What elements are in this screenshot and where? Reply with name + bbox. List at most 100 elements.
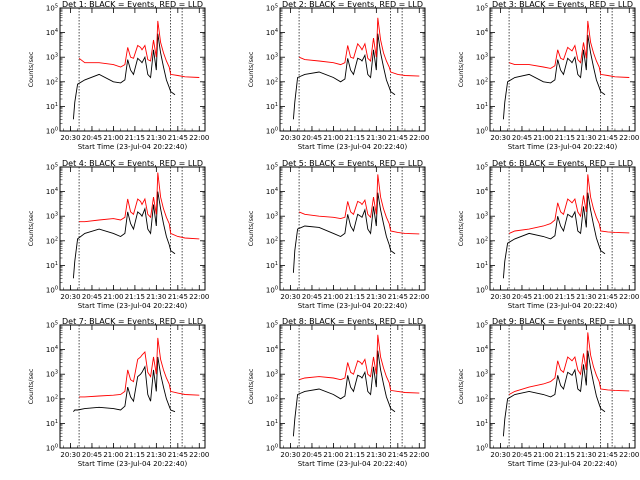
x-tick-label: 20:45 bbox=[302, 134, 322, 142]
series-line-events bbox=[292, 192, 396, 273]
plot-frame bbox=[279, 7, 426, 132]
y-axis-label: Counts/sec bbox=[247, 51, 255, 87]
series-line-lld bbox=[298, 334, 420, 394]
y-tick-label: 103 bbox=[266, 212, 278, 221]
x-tick-label: 22:00 bbox=[409, 293, 429, 301]
y-axis-label: Counts/sec bbox=[457, 51, 465, 87]
x-tick-label: 21:30 bbox=[576, 293, 596, 301]
y-tick-label: 103 bbox=[46, 370, 58, 379]
x-axis-label: Start Time (23-Jul-04 20:22:40) bbox=[78, 302, 188, 310]
y-tick-label: 105 bbox=[476, 4, 488, 13]
x-tick-label: 20:30 bbox=[60, 293, 80, 301]
x-tick-label: 20:45 bbox=[302, 293, 322, 301]
x-tick-label: 20:45 bbox=[512, 293, 532, 301]
series-line-events bbox=[502, 350, 606, 437]
y-tick-label: 104 bbox=[46, 187, 58, 196]
y-tick-label: 101 bbox=[46, 102, 58, 111]
x-tick-label: 20:30 bbox=[280, 134, 300, 142]
y-tick-label: 103 bbox=[266, 370, 278, 379]
y-tick-label: 102 bbox=[46, 394, 58, 403]
y-tick-label: 105 bbox=[266, 163, 278, 172]
y-tick-label: 102 bbox=[476, 77, 488, 86]
y-tick-label: 100 bbox=[46, 286, 58, 295]
x-tick-label: 21:00 bbox=[323, 451, 343, 459]
y-tick-label: 102 bbox=[266, 77, 278, 86]
y-tick-label: 101 bbox=[476, 419, 488, 428]
panel-title: Det 8: BLACK = Events, RED = LLD bbox=[282, 317, 423, 326]
series-line-lld bbox=[298, 174, 420, 235]
y-tick-label: 101 bbox=[266, 102, 278, 111]
x-axis-label: Start Time (23-Jul-04 20:22:40) bbox=[298, 302, 408, 310]
y-tick-label: 100 bbox=[46, 127, 58, 136]
x-tick-label: 20:45 bbox=[512, 451, 532, 459]
x-tick-label: 20:30 bbox=[60, 451, 80, 459]
x-axis-label: Start Time (23-Jul-04 20:22:40) bbox=[78, 460, 188, 468]
y-tick-label: 103 bbox=[476, 212, 488, 221]
y-tick-label: 101 bbox=[266, 261, 278, 270]
x-tick-label: 20:30 bbox=[490, 451, 510, 459]
x-tick-label: 20:45 bbox=[82, 293, 102, 301]
y-tick-label: 104 bbox=[266, 345, 278, 354]
x-tick-label: 21:30 bbox=[576, 134, 596, 142]
y-axis-label: Counts/sec bbox=[457, 210, 465, 246]
y-tick-label: 104 bbox=[46, 28, 58, 37]
x-tick-label: 22:00 bbox=[619, 451, 639, 459]
x-tick-label: 20:30 bbox=[280, 451, 300, 459]
x-tick-label: 21:15 bbox=[555, 293, 575, 301]
x-tick-label: 21:00 bbox=[323, 293, 343, 301]
panel-title: Det 2: BLACK = Events, RED = LLD bbox=[282, 0, 423, 9]
series-line-lld bbox=[79, 172, 200, 240]
y-tick-label: 105 bbox=[266, 4, 278, 13]
y-axis-label: Counts/sec bbox=[27, 210, 35, 246]
x-tick-label: 21:30 bbox=[146, 134, 166, 142]
series-line-events bbox=[72, 33, 176, 120]
x-tick-label: 21:15 bbox=[555, 451, 575, 459]
panel-title: Det 9: BLACK = Events, RED = LLD bbox=[492, 317, 633, 326]
series-line-lld bbox=[79, 337, 200, 398]
series-line-events bbox=[502, 192, 606, 279]
x-tick-label: 22:00 bbox=[189, 293, 209, 301]
y-tick-label: 102 bbox=[476, 236, 488, 245]
y-tick-label: 100 bbox=[476, 286, 488, 295]
y-tick-label: 105 bbox=[476, 163, 488, 172]
panel-title: Det 7: BLACK = Events, RED = LLD bbox=[62, 317, 203, 326]
y-tick-label: 100 bbox=[476, 127, 488, 136]
y-tick-label: 104 bbox=[266, 187, 278, 196]
y-tick-label: 101 bbox=[46, 419, 58, 428]
series-line-events bbox=[72, 191, 176, 279]
plot-frame bbox=[279, 166, 426, 291]
y-tick-label: 102 bbox=[266, 236, 278, 245]
x-tick-label: 21:15 bbox=[345, 451, 365, 459]
plot-frame bbox=[59, 166, 206, 291]
panel-title: Det 5: BLACK = Events, RED = LLD bbox=[282, 159, 423, 168]
x-tick-label: 21:45 bbox=[388, 293, 408, 301]
x-tick-label: 21:15 bbox=[125, 451, 145, 459]
x-tick-label: 21:45 bbox=[168, 134, 188, 142]
y-tick-label: 100 bbox=[266, 127, 278, 136]
y-tick-label: 103 bbox=[46, 53, 58, 62]
y-tick-label: 101 bbox=[46, 261, 58, 270]
x-tick-label: 20:30 bbox=[490, 134, 510, 142]
x-tick-label: 20:30 bbox=[280, 293, 300, 301]
plot-frame bbox=[489, 7, 636, 132]
plot-frame bbox=[59, 7, 206, 132]
x-tick-label: 20:45 bbox=[82, 134, 102, 142]
y-axis-label: Counts/sec bbox=[247, 368, 255, 404]
plot-frame bbox=[279, 324, 426, 449]
series-line-lld bbox=[298, 17, 420, 77]
x-tick-label: 21:15 bbox=[125, 293, 145, 301]
x-tick-label: 21:45 bbox=[598, 451, 618, 459]
series-line-events bbox=[292, 33, 396, 120]
x-tick-label: 21:30 bbox=[366, 451, 386, 459]
x-tick-label: 21:45 bbox=[168, 293, 188, 301]
x-tick-label: 22:00 bbox=[189, 134, 209, 142]
x-axis-label: Start Time (23-Jul-04 20:22:40) bbox=[78, 143, 188, 151]
x-axis-label: Start Time (23-Jul-04 20:22:40) bbox=[298, 143, 408, 151]
x-tick-label: 22:00 bbox=[409, 451, 429, 459]
